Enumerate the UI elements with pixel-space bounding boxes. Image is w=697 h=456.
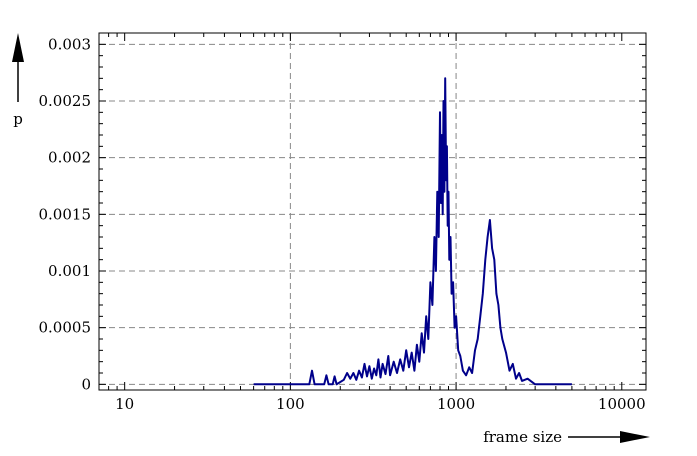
y-axis-title-group: p — [12, 33, 24, 128]
y-tick-label: 0.003 — [48, 35, 91, 53]
grid-lines — [99, 33, 646, 390]
series-layer — [253, 77, 572, 386]
x-axis-arrow-head — [620, 431, 650, 443]
y-tick-label: 0 — [81, 375, 91, 393]
x-axis-title: frame size — [483, 428, 562, 446]
plot-frame — [98, 32, 647, 391]
x-tick-label: 10 — [115, 395, 134, 413]
y-tick-label: 0.0005 — [39, 319, 92, 337]
x-tick-label: 1000 — [437, 395, 475, 413]
y-tick-label: 0.0015 — [39, 205, 92, 223]
y-axis-title: p — [13, 110, 23, 128]
series-line — [253, 77, 572, 386]
y-tick-label: 0.002 — [48, 149, 91, 167]
axis-ticks — [99, 33, 646, 390]
tick-labels: 0 0.0005 0.001 0.0015 0.002 0.0025 0.003 10 100 1… — [39, 35, 646, 413]
y-axis-arrow-head — [12, 33, 24, 62]
x-tick-label: 10000 — [598, 395, 646, 413]
y-tick-label: 0.0025 — [39, 92, 92, 110]
y-tick-label: 0.001 — [48, 262, 91, 280]
x-axis-title-group: frame size — [483, 428, 650, 446]
x-tick-label: 100 — [276, 395, 305, 413]
